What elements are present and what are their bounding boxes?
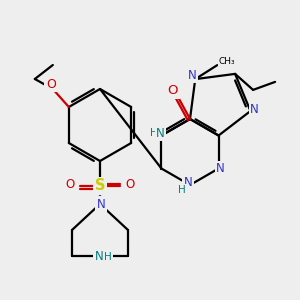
- Text: S: S: [95, 178, 105, 194]
- Text: CH₃: CH₃: [219, 57, 236, 66]
- Text: H: H: [178, 185, 186, 195]
- Text: N: N: [184, 176, 192, 188]
- Text: N: N: [250, 103, 259, 116]
- Text: O: O: [168, 85, 178, 98]
- Text: O: O: [46, 77, 56, 91]
- Text: N: N: [97, 197, 105, 211]
- Text: O: O: [125, 178, 135, 191]
- Text: O: O: [65, 178, 75, 191]
- Text: N: N: [216, 162, 225, 175]
- Text: H: H: [104, 252, 112, 262]
- Text: H: H: [149, 128, 157, 139]
- Text: N: N: [156, 127, 165, 140]
- Text: N: N: [94, 250, 103, 263]
- Text: N: N: [188, 69, 197, 82]
